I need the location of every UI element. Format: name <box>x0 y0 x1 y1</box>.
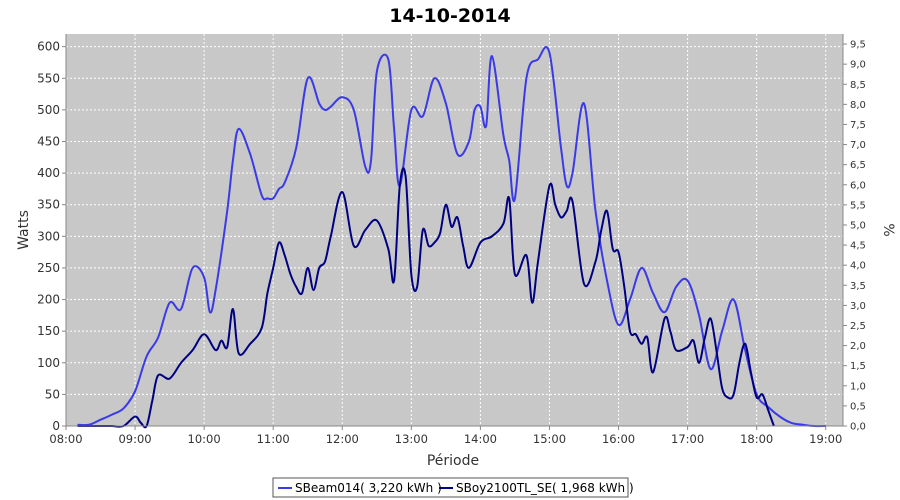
chart-title: 14-10-2014 <box>389 5 511 27</box>
x-tick-label: 17:00 <box>671 432 704 446</box>
x-tick-label: 09:00 <box>118 432 151 446</box>
x-tick-label: 13:00 <box>395 432 428 446</box>
y2-tick-label: 4,0 <box>850 261 866 272</box>
y2-tick-label: 5,5 <box>850 200 866 211</box>
y2-tick-label: 9,5 <box>850 40 866 51</box>
y-tick-label: 500 <box>37 103 60 117</box>
y2-tick-label: 0,0 <box>850 422 866 433</box>
series-layer <box>77 46 826 429</box>
x-tick-label: 08:00 <box>49 432 82 446</box>
y2-tick-label: 7,0 <box>850 140 866 151</box>
y-tick-label: 550 <box>37 71 60 85</box>
axis-ticks: 0 50 100 150 200 250 300 350 400 450 500 550 600 08:0… <box>37 40 866 446</box>
x-tick-label: 14:00 <box>464 432 497 446</box>
x-tick-label: 15:00 <box>533 432 566 446</box>
y-tick-label: 300 <box>37 229 60 243</box>
y2-tick-label: 1,0 <box>850 381 866 392</box>
x-tick-label: 11:00 <box>257 432 290 446</box>
y-tick-label: 400 <box>37 166 60 180</box>
y-tick-label: 100 <box>37 356 60 370</box>
y-tick-label: 450 <box>37 134 60 148</box>
y2-axis-title: % <box>880 223 896 236</box>
y-axis-title: Watts <box>16 210 32 250</box>
y2-tick-label: 8,0 <box>850 100 866 111</box>
y2-tick-label: 0,5 <box>850 401 866 412</box>
y2-tick-label: 1,5 <box>850 361 866 372</box>
y2-tick-label: 3,5 <box>850 281 866 292</box>
y2-tick-label: 6,0 <box>850 180 866 191</box>
y-tick-label: 150 <box>37 324 60 338</box>
y2-tick-label: 9,0 <box>850 60 866 71</box>
series-line-1 <box>77 167 775 429</box>
y-tick-label: 200 <box>37 293 60 307</box>
y-tick-label: 0 <box>52 419 60 433</box>
legend-label-sboy: SBoy2100TL_SE( 1,968 kWh ) <box>456 481 634 495</box>
y-tick-label: 50 <box>45 387 60 401</box>
x-tick-label: 16:00 <box>602 432 635 446</box>
y2-tick-label: 3,0 <box>850 301 866 312</box>
y-tick-label: 600 <box>37 40 60 54</box>
y2-tick-label: 6,5 <box>850 160 866 171</box>
y2-tick-label: 4,5 <box>850 241 866 252</box>
y-tick-label: 250 <box>37 261 60 275</box>
plot-area <box>66 34 843 426</box>
y2-tick-label: 2,0 <box>850 341 866 352</box>
y2-tick-label: 8,5 <box>850 80 866 91</box>
y2-tick-label: 7,5 <box>850 120 866 131</box>
x-tick-label: 10:00 <box>188 432 221 446</box>
x-tick-label: 12:00 <box>326 432 359 446</box>
x-axis-title: Période <box>427 453 479 469</box>
x-tick-label: 19:00 <box>809 432 842 446</box>
y-tick-label: 350 <box>37 198 60 212</box>
series-line-0 <box>77 46 826 428</box>
legend: SBeam014( 3,220 kWh ) SBoy2100TL_SE( 1,9… <box>272 477 634 498</box>
gridlines <box>65 34 843 427</box>
y2-tick-label: 5,0 <box>850 220 866 231</box>
legend-label-sbeam: SBeam014( 3,220 kWh ) <box>295 481 442 495</box>
x-tick-label: 18:00 <box>740 432 773 446</box>
y2-tick-label: 2,5 <box>850 321 866 332</box>
